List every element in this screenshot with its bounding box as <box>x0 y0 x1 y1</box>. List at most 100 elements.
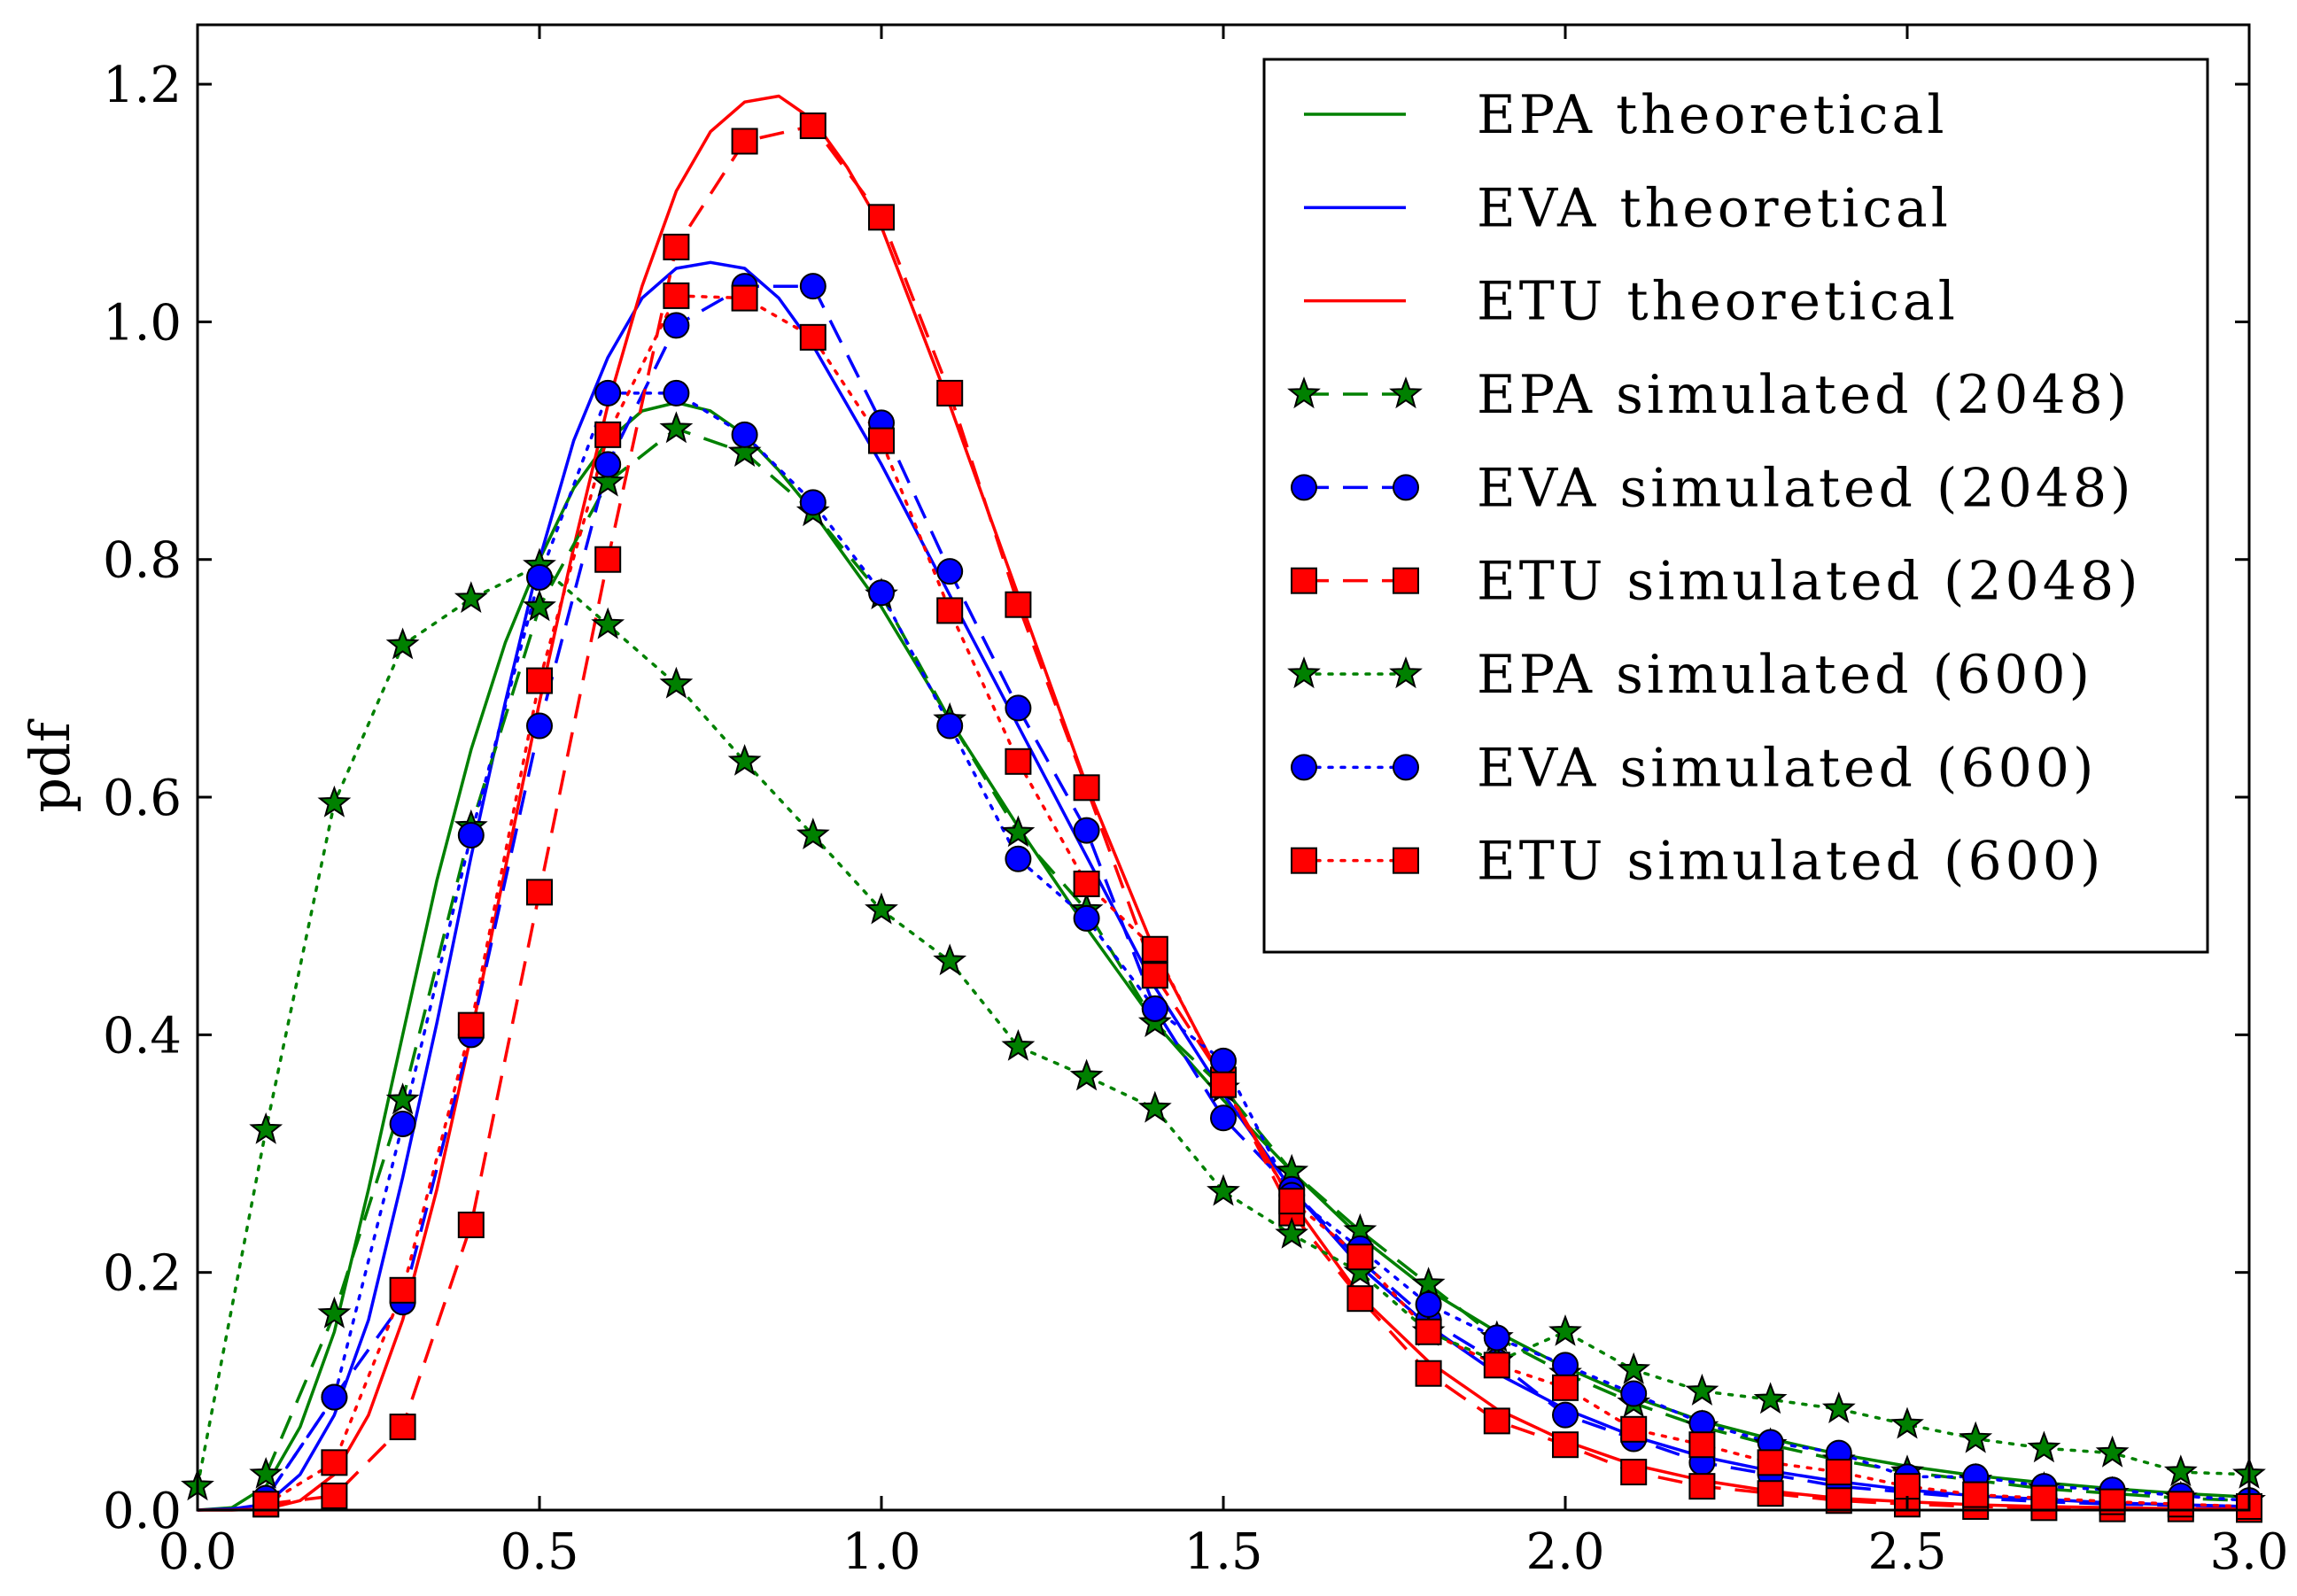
data-point-etu-simulated-600 <box>868 427 895 454</box>
legend-label-eva-simulated-600: EVA simulated (600) <box>1477 737 2097 799</box>
data-point-etu-simulated-2048 <box>663 233 690 260</box>
data-point-epa-simulated-600 <box>2095 1435 2130 1468</box>
data-point-eva-simulated-600 <box>1620 1380 1648 1407</box>
legend-marker-eva-simulated-600 <box>1393 754 1419 781</box>
data-point-epa-simulated-600 <box>1959 1421 1993 1453</box>
data-point-etu-simulated-600 <box>799 323 826 351</box>
legend-marker-etu-simulated-600 <box>1393 847 1419 874</box>
data-point-etu-simulated-600 <box>1278 1188 1306 1215</box>
x-tick-label: 3.0 <box>2209 1523 2288 1581</box>
data-point-epa-simulated-600 <box>2027 1430 2061 1463</box>
data-point-eva-simulated-2048 <box>594 451 622 478</box>
legend-label-epa-theoretical: EPA theoretical <box>1477 84 1948 146</box>
y-tick-label: 0.8 <box>103 532 182 590</box>
data-point-epa-simulated-600 <box>1685 1373 1719 1406</box>
data-point-etu-simulated-2048 <box>1415 1360 1442 1387</box>
data-point-etu-simulated-600 <box>1620 1415 1648 1443</box>
legend-marker-eva-simulated-600 <box>1291 754 1317 781</box>
data-point-etu-simulated-600 <box>1894 1473 1921 1500</box>
data-point-epa-simulated-2048 <box>249 1456 283 1489</box>
data-point-eva-simulated-2048 <box>1210 1104 1237 1132</box>
data-point-eva-simulated-600 <box>1552 1352 1579 1379</box>
data-point-etu-simulated-600 <box>936 597 964 624</box>
data-point-etu-simulated-2048 <box>389 1414 416 1441</box>
data-point-epa-simulated-600 <box>1753 1382 1788 1414</box>
data-point-etu-simulated-600 <box>321 1449 348 1476</box>
data-point-epa-simulated-600 <box>727 743 762 776</box>
legend-box <box>1262 58 2209 954</box>
data-point-eva-simulated-600 <box>389 1110 416 1137</box>
data-point-epa-simulated-2048 <box>1411 1267 1446 1299</box>
y-tick-label: 0.4 <box>103 1007 182 1065</box>
x-tick-label: 0.0 <box>158 1523 237 1581</box>
legend-label-epa-simulated-600: EPA simulated (600) <box>1477 644 2093 706</box>
legend-label-eva-theoretical: EVA theoretical <box>1477 177 1952 239</box>
data-point-etu-simulated-2048 <box>1005 591 1032 618</box>
data-point-etu-simulated-600 <box>1483 1352 1510 1379</box>
data-point-etu-simulated-600 <box>389 1276 416 1304</box>
data-point-etu-simulated-600 <box>2030 1484 2058 1512</box>
y-axis-label: pdf <box>18 718 82 812</box>
legend-label-epa-simulated-2048: EPA simulated (2048) <box>1477 364 2130 426</box>
series-line-eva-theoretical <box>197 260 2250 1512</box>
data-point-etu-simulated-2048 <box>1620 1459 1648 1486</box>
legend-label-etu-simulated-600: ETU simulated (600) <box>1477 831 2104 893</box>
legend-marker-eva-simulated-2048 <box>1291 474 1317 501</box>
data-point-etu-simulated-600 <box>2167 1491 2194 1518</box>
legend-marker-epa-simulated-600 <box>1287 656 1321 689</box>
data-point-epa-simulated-600 <box>1001 1028 1036 1061</box>
series-line-epa-theoretical <box>197 400 2250 1512</box>
data-point-etu-simulated-2048 <box>594 546 622 573</box>
legend-marker-etu-simulated-600 <box>1291 847 1317 874</box>
data-point-etu-simulated-2048 <box>1483 1407 1510 1435</box>
data-point-eva-simulated-2048 <box>526 712 553 740</box>
data-point-etu-simulated-600 <box>1210 1071 1237 1098</box>
data-point-epa-simulated-600 <box>795 817 830 850</box>
series-line-eva-simulated-2048 <box>264 284 2250 1508</box>
legend-label-etu-theoretical: ETU theoretical <box>1477 271 1959 333</box>
data-point-epa-simulated-2048 <box>591 464 625 497</box>
x-tick-label: 1.5 <box>1183 1523 1262 1581</box>
data-point-eva-simulated-2048 <box>663 312 690 339</box>
data-point-etu-simulated-600 <box>1346 1243 1374 1271</box>
x-tick-label: 1.0 <box>842 1523 920 1581</box>
data-point-eva-simulated-600 <box>731 421 758 448</box>
data-point-eva-simulated-600 <box>594 379 622 407</box>
data-point-etu-simulated-600 <box>457 1011 485 1039</box>
data-point-etu-simulated-2048 <box>1688 1473 1716 1500</box>
data-point-eva-simulated-600 <box>457 821 485 848</box>
data-point-epa-simulated-600 <box>1069 1058 1104 1091</box>
data-point-etu-simulated-2048 <box>1552 1431 1579 1459</box>
data-point-etu-simulated-2048 <box>1757 1480 1784 1507</box>
data-point-etu-simulated-2048 <box>936 379 964 407</box>
data-point-eva-simulated-600 <box>868 579 895 607</box>
legend-label-eva-simulated-2048: EVA simulated (2048) <box>1477 457 2135 519</box>
data-point-epa-simulated-600 <box>1548 1313 1582 1346</box>
y-tick-label: 1.2 <box>103 57 182 114</box>
y-tick-label: 1.0 <box>103 294 182 352</box>
data-point-eva-simulated-2048 <box>936 558 964 585</box>
y-tick-label: 0.0 <box>103 1483 182 1540</box>
data-point-eva-simulated-600 <box>1483 1324 1510 1352</box>
data-point-epa-simulated-600 <box>1137 1090 1172 1123</box>
data-point-eva-simulated-600 <box>936 712 964 740</box>
data-point-eva-simulated-2048 <box>799 273 826 300</box>
data-point-eva-simulated-600 <box>663 379 690 407</box>
y-tick-label: 0.6 <box>103 770 182 827</box>
data-point-eva-simulated-2048 <box>1552 1401 1579 1429</box>
data-point-etu-simulated-600 <box>731 284 758 312</box>
data-point-epa-simulated-2048 <box>317 1296 352 1329</box>
data-point-etu-simulated-600 <box>252 1491 280 1518</box>
data-point-etu-simulated-600 <box>594 421 622 448</box>
data-point-epa-simulated-600 <box>1890 1406 1924 1439</box>
data-point-etu-simulated-600 <box>1757 1449 1784 1476</box>
data-point-epa-simulated-2048 <box>385 1082 420 1115</box>
data-point-etu-simulated-600 <box>1825 1459 1852 1486</box>
data-point-etu-simulated-600 <box>1073 870 1100 897</box>
data-point-epa-simulated-600 <box>317 785 352 817</box>
data-point-eva-simulated-600 <box>1141 995 1168 1022</box>
legend: EPA theoretical EVA theoretical ETU theore… <box>1262 58 2209 954</box>
data-point-epa-simulated-600 <box>385 627 420 660</box>
data-point-etu-simulated-2048 <box>526 879 553 906</box>
